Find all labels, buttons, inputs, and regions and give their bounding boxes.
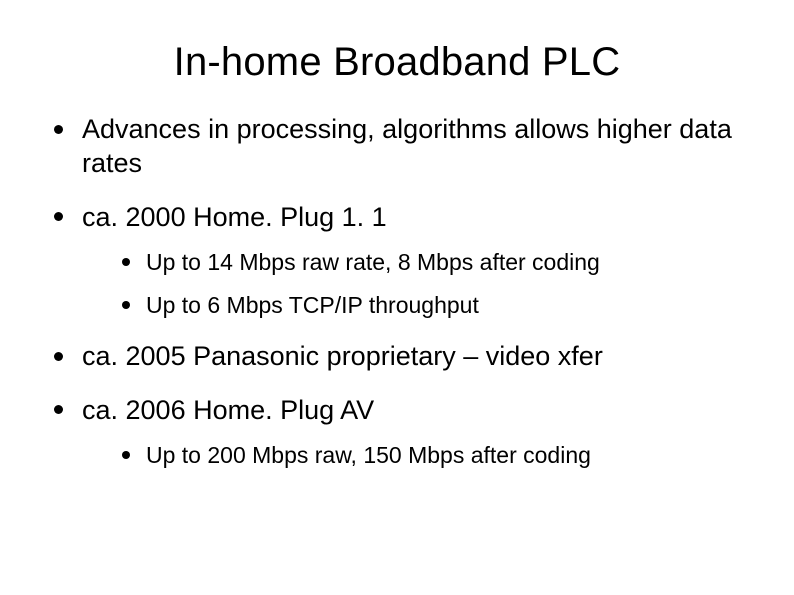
list-item-text: Advances in processing, algorithms allow… <box>82 114 732 178</box>
bullet-list-level1: Advances in processing, algorithms allow… <box>40 113 754 470</box>
list-item: Up to 200 Mbps raw, 150 Mbps after codin… <box>116 441 754 470</box>
list-item-text: Up to 14 Mbps raw rate, 8 Mbps after cod… <box>146 249 600 275</box>
slide: In-home Broadband PLC Advances in proces… <box>0 0 794 595</box>
list-item: ca. 2005 Panasonic proprietary – video x… <box>48 340 754 374</box>
list-item: Advances in processing, algorithms allow… <box>48 113 754 181</box>
bullet-list-level2: Up to 200 Mbps raw, 150 Mbps after codin… <box>82 441 754 470</box>
list-item: Up to 14 Mbps raw rate, 8 Mbps after cod… <box>116 248 754 277</box>
list-item-text: Up to 200 Mbps raw, 150 Mbps after codin… <box>146 442 591 468</box>
list-item-text: Up to 6 Mbps TCP/IP throughput <box>146 292 479 318</box>
bullet-list-level2: Up to 14 Mbps raw rate, 8 Mbps after cod… <box>82 248 754 320</box>
list-item: ca. 2006 Home. Plug AV Up to 200 Mbps ra… <box>48 394 754 471</box>
list-item-text: ca. 2000 Home. Plug 1. 1 <box>82 202 387 232</box>
list-item-text: ca. 2006 Home. Plug AV <box>82 395 374 425</box>
list-item: Up to 6 Mbps TCP/IP throughput <box>116 291 754 320</box>
slide-title: In-home Broadband PLC <box>40 40 754 85</box>
list-item-text: ca. 2005 Panasonic proprietary – video x… <box>82 341 603 371</box>
list-item: ca. 2000 Home. Plug 1. 1 Up to 14 Mbps r… <box>48 201 754 320</box>
